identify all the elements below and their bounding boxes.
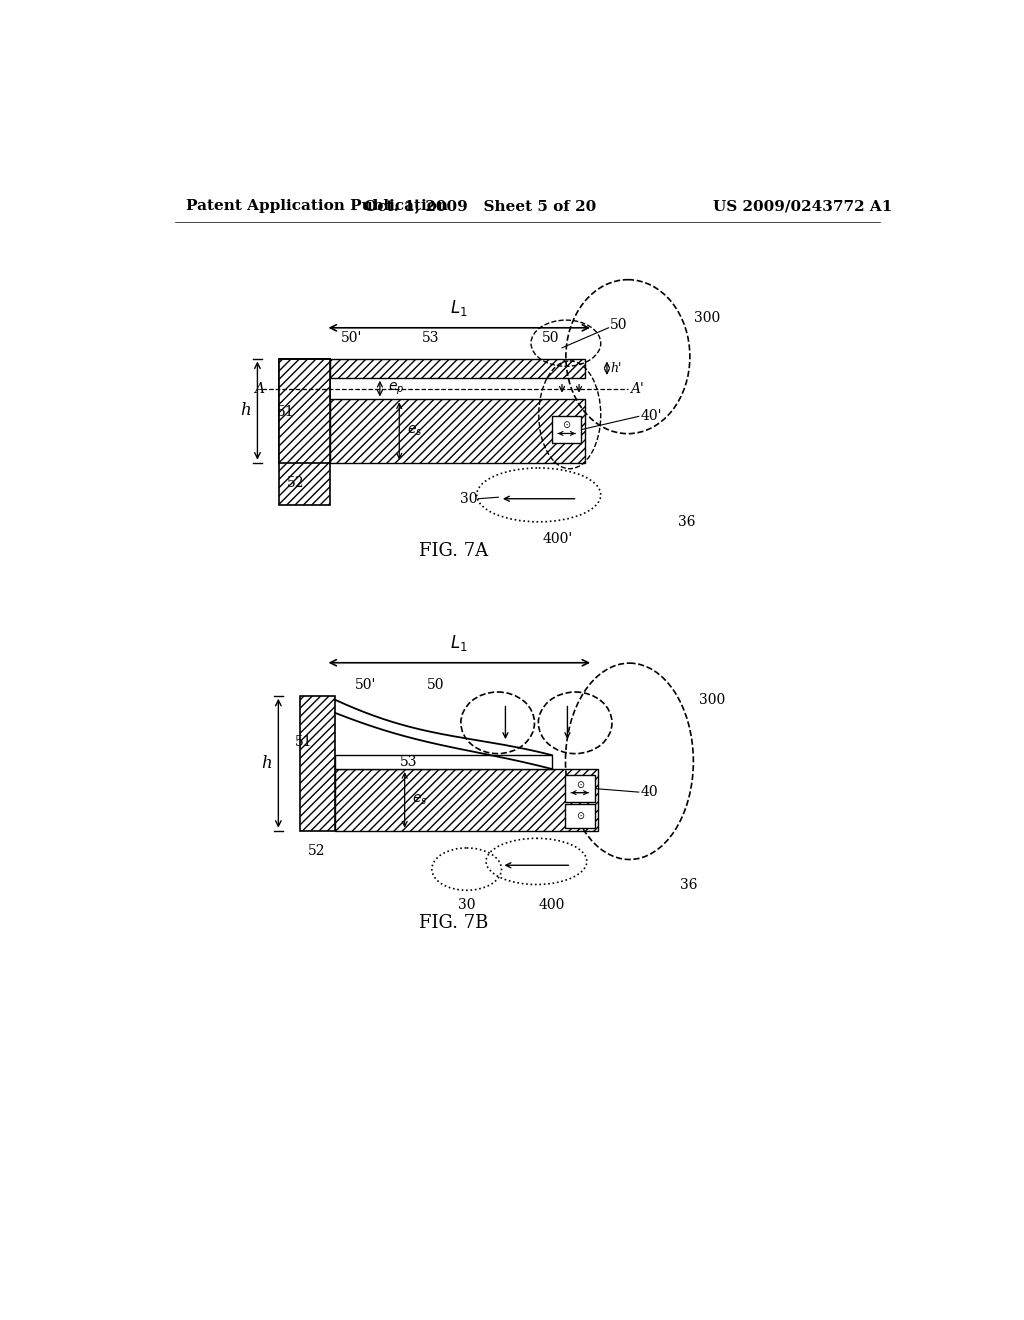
Text: 40': 40' xyxy=(641,409,663,424)
Text: FIG. 7A: FIG. 7A xyxy=(419,543,488,560)
Text: $e_s$: $e_s$ xyxy=(413,792,428,807)
Text: $L_1$: $L_1$ xyxy=(451,632,468,653)
Text: 51: 51 xyxy=(276,405,294,420)
Text: h: h xyxy=(241,403,251,418)
Text: 50': 50' xyxy=(355,678,377,692)
Bar xyxy=(280,359,330,462)
Text: A': A' xyxy=(630,381,644,396)
Text: ⊙: ⊙ xyxy=(575,810,584,821)
Bar xyxy=(330,359,586,378)
Text: 400: 400 xyxy=(539,899,565,912)
Text: 30: 30 xyxy=(460,492,478,506)
Text: 400': 400' xyxy=(543,532,573,546)
Text: 50': 50' xyxy=(341,331,361,345)
Text: 300: 300 xyxy=(693,312,720,325)
Text: 36: 36 xyxy=(678,515,695,529)
Bar xyxy=(300,696,335,830)
Bar xyxy=(330,400,586,462)
Text: Patent Application Publication: Patent Application Publication xyxy=(186,199,449,213)
Bar xyxy=(335,755,552,770)
Text: 50: 50 xyxy=(427,678,444,692)
Text: ⊙: ⊙ xyxy=(575,780,584,789)
Text: 52: 52 xyxy=(287,477,304,491)
Text: FIG. 7B: FIG. 7B xyxy=(419,913,488,932)
Text: h': h' xyxy=(611,362,623,375)
Text: 50: 50 xyxy=(610,318,628,333)
Text: Oct. 1, 2009   Sheet 5 of 20: Oct. 1, 2009 Sheet 5 of 20 xyxy=(365,199,597,213)
Text: $e_s$: $e_s$ xyxy=(407,424,423,438)
Text: 52: 52 xyxy=(308,845,326,858)
Text: 51: 51 xyxy=(295,735,312,748)
Text: 30: 30 xyxy=(458,899,475,912)
Text: $L_1$: $L_1$ xyxy=(451,298,468,318)
Text: 300: 300 xyxy=(699,693,725,706)
Text: A: A xyxy=(254,381,263,396)
Text: 40: 40 xyxy=(641,785,658,799)
Bar xyxy=(565,775,595,803)
Text: 36: 36 xyxy=(680,878,697,891)
Text: 50: 50 xyxy=(542,331,559,345)
Text: US 2009/0243772 A1: US 2009/0243772 A1 xyxy=(713,199,892,213)
Text: ⊙: ⊙ xyxy=(562,420,570,430)
Bar xyxy=(280,359,330,506)
Bar xyxy=(335,770,598,830)
Bar xyxy=(565,804,595,828)
Text: 53: 53 xyxy=(422,331,439,345)
Text: h: h xyxy=(261,755,272,772)
Bar xyxy=(552,416,582,444)
Text: $e_p$: $e_p$ xyxy=(388,380,403,397)
Text: 53: 53 xyxy=(399,755,418,770)
